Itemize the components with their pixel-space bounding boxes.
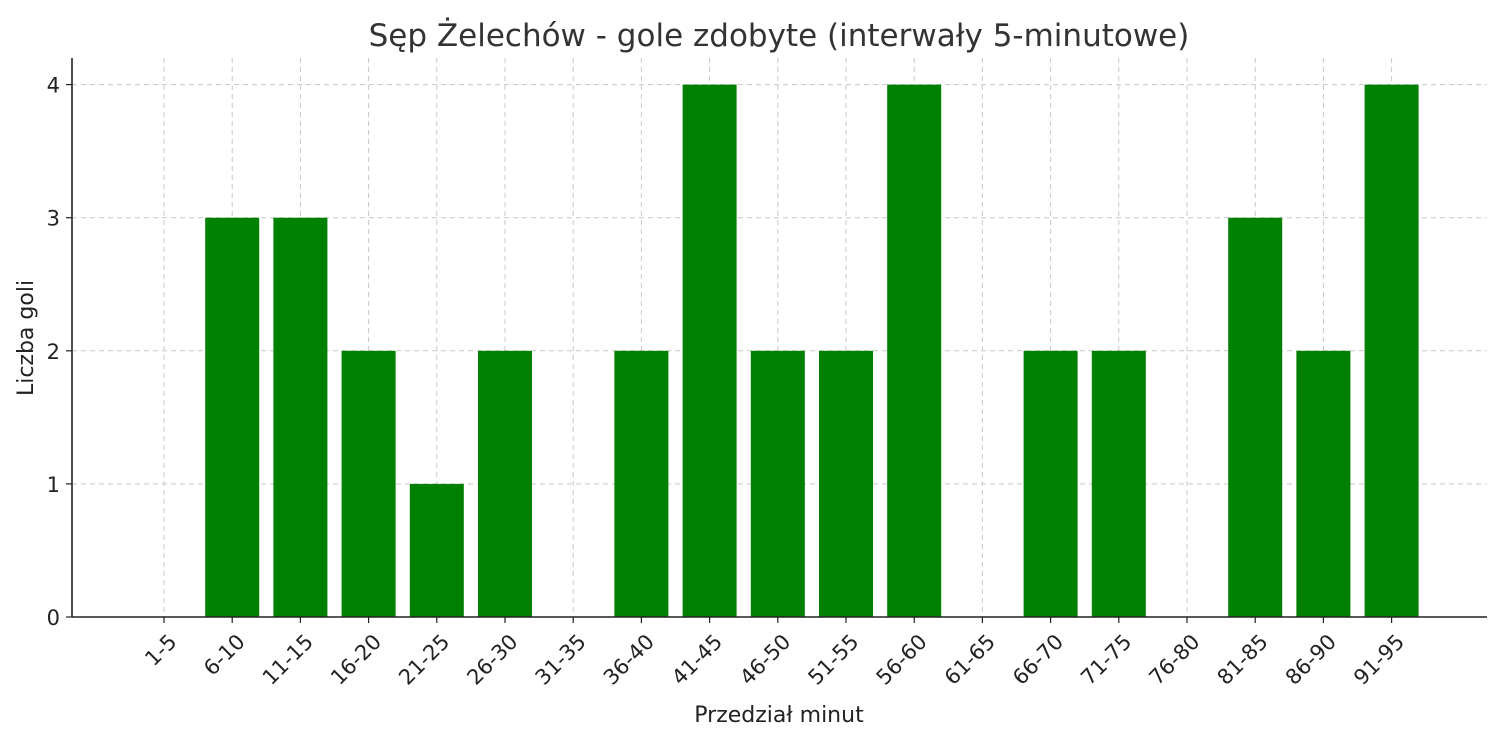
x-tick-label-1-5: 1-5 — [140, 630, 181, 671]
y-tick-label-2: 2 — [47, 340, 60, 364]
bar-21-25 — [409, 483, 464, 617]
x-axis-label: Przedział minut — [694, 703, 864, 728]
x-tick-label-31-35: 31-35 — [531, 630, 591, 690]
x-tick-label-26-30: 26-30 — [462, 630, 522, 690]
x-tick-label-21-25: 21-25 — [394, 630, 454, 690]
x-tick-label-51-55: 51-55 — [803, 630, 863, 690]
bars — [205, 84, 1419, 618]
x-tick-label-91-95: 91-95 — [1349, 630, 1409, 690]
x-tick-label-41-45: 41-45 — [667, 630, 727, 690]
y-ticks: 0 1 2 3 4 — [47, 74, 72, 630]
bar-81-85 — [1228, 217, 1283, 617]
bar-46-50 — [750, 350, 805, 617]
y-tick-label-0: 0 — [47, 606, 60, 630]
x-tick-label-86-90: 86-90 — [1281, 630, 1341, 690]
x-tick-label-71-75: 71-75 — [1076, 630, 1136, 690]
x-tick-label-11-15: 11-15 — [258, 630, 318, 690]
x-tick-label-6-10: 6-10 — [199, 630, 250, 681]
y-axis-label: Liczba goli — [14, 280, 39, 396]
bar-11-15 — [273, 217, 328, 617]
bar-86-90 — [1296, 350, 1351, 617]
y-tick-label-4: 4 — [47, 74, 60, 98]
x-tick-label-56-60: 56-60 — [872, 630, 932, 690]
x-tick-label-36-40: 36-40 — [599, 630, 659, 690]
bar-16-20 — [341, 350, 396, 617]
x-tick-label-61-65: 61-65 — [940, 630, 1000, 690]
x-tick-label-76-80: 76-80 — [1144, 630, 1204, 690]
bar-51-55 — [819, 350, 873, 617]
x-tick-label-16-20: 16-20 — [326, 630, 386, 690]
bar-6-10 — [205, 217, 260, 617]
bar-36-40 — [614, 350, 669, 617]
chart-title: Sęp Żelechów - gole zdobyte (interwały 5… — [369, 18, 1190, 54]
bar-91-95 — [1364, 84, 1419, 618]
bar-56-60 — [887, 84, 942, 618]
x-ticks: 1-5 6-10 11-15 16-20 21-25 26-30 31-35 36-40 41-… — [140, 617, 1409, 690]
x-tick-label-81-85: 81-85 — [1213, 630, 1273, 690]
bar-71-75 — [1091, 350, 1146, 617]
bar-41-45 — [682, 84, 737, 618]
x-tick-label-46-50: 46-50 — [735, 630, 795, 690]
x-tick-label-66-70: 66-70 — [1008, 630, 1068, 690]
y-tick-label-1: 1 — [47, 473, 60, 497]
bar-66-70 — [1023, 350, 1078, 617]
axes — [71, 58, 1487, 618]
bar-26-30 — [478, 350, 532, 617]
y-tick-label-3: 3 — [47, 207, 60, 231]
